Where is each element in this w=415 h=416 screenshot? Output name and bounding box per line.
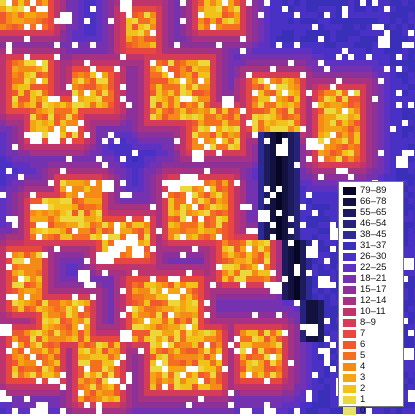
legend-swatch xyxy=(343,197,356,206)
legend-swatch xyxy=(343,230,356,239)
legend-swatch xyxy=(343,274,356,283)
legend-item: 26–30 xyxy=(343,251,403,262)
legend-item: 10–11 xyxy=(343,306,403,317)
legend-swatch xyxy=(343,340,356,349)
legend-item: 1 xyxy=(343,394,403,405)
legend-item: 46–54 xyxy=(343,218,403,229)
legend-item: 31–37 xyxy=(343,240,403,251)
legend-swatch xyxy=(343,406,356,415)
legend: 79–89 66–78 55–65 46–54 38–45 31–37 26–30 22–25… xyxy=(338,181,404,416)
legend-item: 22–25 xyxy=(343,262,403,273)
legend-item: 5 xyxy=(343,350,403,361)
legend-item: 3 xyxy=(343,372,403,383)
legend-label: 26–30 xyxy=(360,251,387,262)
legend-label: 15–17 xyxy=(360,284,387,295)
legend-label: 6 xyxy=(360,339,366,350)
legend-label: 8–9 xyxy=(360,317,376,328)
legend-item: 4 xyxy=(343,361,403,372)
legend-swatch xyxy=(343,208,356,217)
legend-swatch xyxy=(343,395,356,404)
legend-label: 22–25 xyxy=(360,262,387,273)
legend-item: 7 xyxy=(343,328,403,339)
legend-label: 2 xyxy=(360,383,366,394)
legend-label: 5 xyxy=(360,350,366,361)
legend-label: 3 xyxy=(360,372,366,383)
legend-label: 0 xyxy=(360,405,366,416)
legend-swatch xyxy=(343,186,356,195)
legend-label: 38–45 xyxy=(360,229,387,240)
legend-swatch xyxy=(343,296,356,305)
legend-label: 46–54 xyxy=(360,218,387,229)
legend-swatch xyxy=(343,384,356,393)
legend-swatch xyxy=(343,329,356,338)
legend-label: 18–21 xyxy=(360,273,387,284)
legend-swatch xyxy=(343,307,356,316)
legend-swatch xyxy=(343,285,356,294)
legend-swatch xyxy=(343,373,356,382)
legend-label: 31–37 xyxy=(360,240,387,251)
legend-swatch xyxy=(343,241,356,250)
legend-label: 1 xyxy=(360,394,366,405)
legend-swatch xyxy=(343,252,356,261)
legend-item: 55–65 xyxy=(343,207,403,218)
legend-item: 38–45 xyxy=(343,229,403,240)
legend-item: 6 xyxy=(343,339,403,350)
legend-label: 55–65 xyxy=(360,207,387,218)
legend-item: 18–21 xyxy=(343,273,403,284)
legend-item: 79–89 xyxy=(343,185,403,196)
legend-item: 8–9 xyxy=(343,317,403,328)
legend-label: 79–89 xyxy=(360,185,387,196)
legend-item: 66–78 xyxy=(343,196,403,207)
legend-swatch xyxy=(343,362,356,371)
legend-label: 4 xyxy=(360,361,366,372)
legend-item: 0 xyxy=(343,405,403,416)
legend-label: 66–78 xyxy=(360,196,387,207)
legend-item: 12–14 xyxy=(343,295,403,306)
legend-label: 7 xyxy=(360,328,366,339)
legend-item: 15–17 xyxy=(343,284,403,295)
legend-label: 10–11 xyxy=(360,306,386,317)
legend-label: 12–14 xyxy=(360,295,387,306)
legend-swatch xyxy=(343,318,356,327)
legend-item: 2 xyxy=(343,383,403,394)
legend-swatch xyxy=(343,351,356,360)
legend-swatch xyxy=(343,219,356,228)
legend-swatch xyxy=(343,263,356,272)
